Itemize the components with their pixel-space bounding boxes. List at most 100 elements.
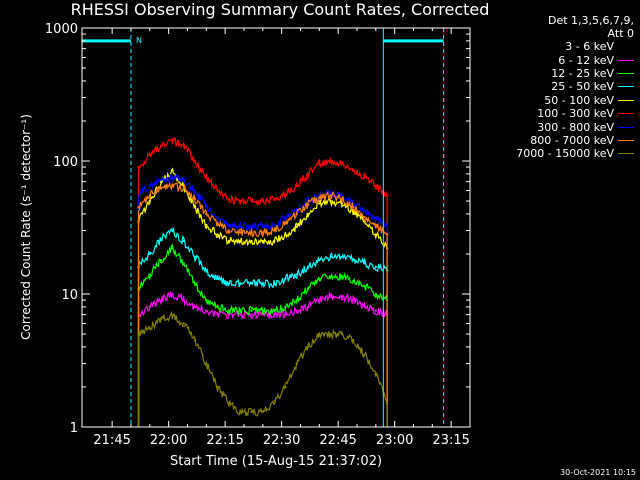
legend-label: 300 - 800 keV [537,120,614,134]
series-point [329,295,332,299]
series-point [329,275,332,278]
series-point [352,298,355,302]
y-tick-label: 100 [53,155,78,170]
series-point [284,217,287,220]
series-point [250,239,253,243]
legend-entry: 100 - 300 keV [468,107,634,120]
series-point [193,205,197,209]
series-point [159,273,163,276]
series-point [227,197,231,200]
series-point [329,192,332,195]
series-point [205,176,208,179]
series-point [148,305,152,309]
series-point [182,262,185,265]
series-point [182,273,185,276]
series-point [374,279,378,283]
series-point [261,239,265,243]
series-point [340,197,344,200]
series-point [159,187,163,190]
legend-swatch [618,126,634,128]
series-point [137,205,140,209]
legend-swatch [618,99,634,101]
x-tick-label: 22:15 [206,433,243,448]
legend-label: 12 - 25 keV [551,66,614,80]
series-point [318,273,321,276]
series-point [216,189,219,192]
series-point [261,199,265,203]
legend-swatch [618,46,634,48]
series-point [227,309,231,312]
series-point [216,233,219,236]
series-point [250,199,253,203]
series-point [318,298,321,302]
series-point [272,313,276,316]
legend-swatch [618,72,634,74]
series-point [227,313,231,316]
series-point [171,247,174,250]
series-point [363,284,366,288]
series-point [148,199,152,203]
series-point [340,202,344,205]
series-line-9 [137,310,388,427]
series-point [205,205,208,209]
legend-label: 100 - 300 keV [537,107,614,121]
series-point [159,258,163,262]
series-point [171,176,174,179]
series-point [159,144,163,148]
series-point [205,223,208,227]
series-point [239,225,242,229]
legend-label: 6 - 12 keV [558,53,614,67]
series-point [340,275,344,278]
series-point [340,269,344,272]
legend-swatch [618,86,634,88]
series-point [193,277,197,281]
series-point [159,237,163,241]
series-point [148,154,152,157]
legend: Det 1,3,5,6,7,9, Att 0 3 - 6 keV 6 - 12 k… [468,14,634,161]
series-point [205,269,208,272]
series-point [261,225,265,229]
series-line-3 [137,243,388,427]
series-point [216,305,219,309]
series-point [182,322,185,325]
series-line-8 [137,182,388,427]
series-point [205,309,208,312]
plot-frame [81,27,471,428]
series-point [239,309,242,312]
series-line-6 [137,136,388,427]
legend-entry: 6 - 12 keV [468,53,634,67]
series-point [148,252,152,256]
series-point [374,372,378,376]
series-point [295,279,298,283]
legend-swatch [618,113,634,115]
series-point [239,239,242,243]
series-point [340,295,344,299]
series-line-1 [137,265,388,427]
attenuator-label: N [136,36,142,45]
legend-entry: 50 - 100 keV [468,94,634,107]
series-point [318,332,321,336]
series-point [374,184,378,188]
series-point [385,233,389,236]
legend-entry: 25 - 50 keV [468,80,634,93]
legend-entry: 3 - 6 keV [468,40,634,53]
legend-entry: 12 - 25 keV [468,67,634,80]
series-point [182,298,185,302]
series-point [137,194,140,197]
series-point [295,298,298,302]
series-point [239,199,242,203]
series-point [340,162,344,166]
legend-label: 25 - 50 keV [551,80,614,94]
series-point [250,410,253,414]
series-point [272,229,276,232]
series-point [171,138,174,141]
series-point [272,239,276,243]
series-point [216,277,219,281]
series-point [216,282,219,285]
series-point [306,287,310,290]
series-point [148,194,152,197]
series-line-4 [137,227,388,427]
series-point [363,277,366,281]
y-tick-label: 1 [70,421,78,436]
series-point [284,222,287,225]
